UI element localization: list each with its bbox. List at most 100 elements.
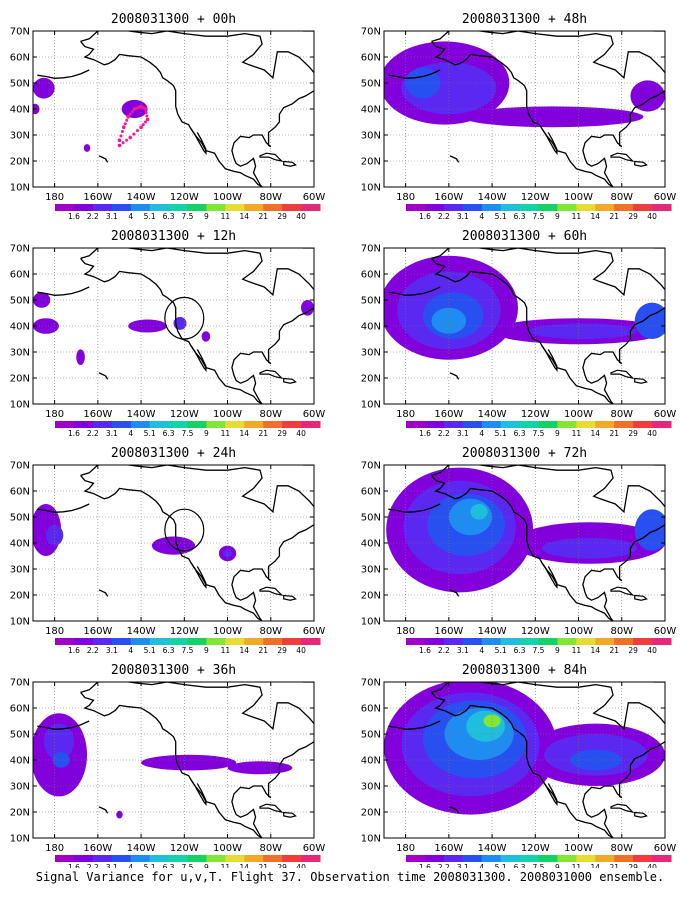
colorbar-label: 2.2 — [87, 429, 99, 438]
panel-title-4: 2008031300 + 48h — [462, 12, 587, 27]
colorbar-label: 6.3 — [163, 212, 175, 221]
coastline — [98, 589, 109, 597]
y-tick-label: 60N — [361, 53, 381, 64]
colorbar-label: 2.2 — [87, 646, 99, 655]
panel-7: 2008031300 + 84h 180 160W 140W 120W 100W 80W 60… — [361, 663, 677, 868]
colorbar-swatch — [55, 204, 75, 211]
colorbar-label: 9 — [555, 212, 560, 221]
colorbar-label: 2.2 — [438, 863, 450, 868]
x-tick-label: 80W — [610, 843, 633, 854]
coastline — [431, 465, 665, 514]
colorbar-swatch — [55, 855, 75, 862]
colorbar-swatch — [111, 638, 132, 645]
colorbar-swatch — [557, 638, 577, 645]
colorbar-label: 29 — [628, 429, 638, 438]
colorbar-swatch — [73, 204, 94, 211]
colorbar-swatch — [225, 204, 245, 211]
colorbar-label: 3.1 — [457, 212, 469, 221]
y-tick-label: 70N — [10, 27, 30, 38]
coastline — [259, 152, 284, 162]
x-tick-label: 120W — [170, 843, 199, 854]
colorbar-swatch — [111, 855, 132, 862]
colorbar-label: 3.1 — [457, 429, 469, 438]
x-tick-label: 180 — [45, 192, 64, 203]
colorbar-label: 11 — [221, 212, 231, 221]
colorbar-label: 29 — [628, 863, 638, 868]
colorbar-label: 1.6 — [419, 212, 431, 221]
signal-variance-figure: 2008031300 + 00h 180 160W 140W 120W 100W 80W 60… — [10, 12, 677, 868]
colorbar-swatch — [244, 421, 264, 428]
map-area-6 — [384, 465, 665, 621]
colorbar-label: 6.3 — [514, 429, 526, 438]
x-tick-label: 140W — [478, 409, 507, 420]
colorbar-label: 3.1 — [457, 863, 469, 868]
colorbar-swatch — [519, 421, 539, 428]
x-tick-label: 100W — [213, 192, 242, 203]
y-tick-label: 50N — [10, 296, 30, 307]
coastline — [431, 257, 614, 404]
y-tick-label: 10N — [361, 400, 381, 411]
y-tick-label: 60N — [10, 53, 30, 64]
x-tick-label: 60W — [654, 409, 677, 420]
coastline — [231, 524, 314, 621]
colorbar-swatch — [206, 204, 226, 211]
colorbar-swatch — [111, 204, 132, 211]
x-tick-label: 60W — [654, 626, 677, 637]
colorbar-swatch — [225, 638, 245, 645]
variance-contour — [301, 300, 314, 316]
map-area-7 — [384, 682, 665, 838]
colorbar-swatch — [614, 638, 634, 645]
colorbar-swatch — [206, 421, 226, 428]
colorbar-label: 40 — [647, 646, 657, 655]
flight-track-point — [144, 110, 148, 114]
y-tick-label: 20N — [10, 808, 30, 819]
colorbar-swatch — [92, 421, 113, 428]
colorbar-label: 3.1 — [457, 646, 469, 655]
colorbar-label: 29 — [277, 863, 287, 868]
coastline — [431, 691, 614, 838]
colorbar-swatch — [557, 421, 577, 428]
colorbar-1: 1.6 2.2 3.1 4 5.1 6.3 7.5 9 11 14 21 29 40 — [55, 421, 321, 438]
flight-track-point — [121, 141, 125, 145]
coastline — [98, 155, 109, 163]
panel-title-7: 2008031300 + 84h — [462, 663, 587, 678]
coastline — [259, 803, 284, 813]
map-area-2 — [33, 465, 314, 621]
coastline — [610, 369, 635, 379]
coastline — [259, 369, 284, 379]
flight-track-point — [119, 134, 123, 138]
coastline — [431, 31, 665, 80]
colorbar-swatch — [263, 204, 283, 211]
colorbar-label: 14 — [240, 863, 250, 868]
map-area-0 — [33, 31, 314, 187]
y-tick-label: 40N — [361, 756, 381, 767]
y-tick-label: 20N — [10, 591, 30, 602]
x-tick-label: 100W — [213, 843, 242, 854]
colorbar-swatch — [168, 638, 188, 645]
y-tick-label: 30N — [10, 565, 30, 576]
panel-1: 2008031300 + 12h 180 160W 140W 120W 100W 80W 60… — [10, 229, 326, 438]
x-tick-label: 180 — [45, 626, 64, 637]
panel-title-6: 2008031300 + 72h — [462, 446, 587, 461]
colorbar-label: 7.5 — [533, 212, 545, 221]
flight-track-point — [128, 112, 132, 116]
colorbar-label: 9 — [555, 863, 560, 868]
colorbar-label: 11 — [221, 863, 231, 868]
colorbar-swatch — [462, 638, 483, 645]
variance-contour — [470, 504, 488, 520]
colorbar-swatch — [519, 855, 539, 862]
y-tick-label: 70N — [361, 461, 381, 472]
coastline — [316, 735, 329, 742]
variance-contour — [466, 710, 506, 742]
colorbar-swatch — [55, 421, 75, 428]
y-tick-label: 30N — [10, 782, 30, 793]
x-tick-label: 140W — [478, 626, 507, 637]
x-tick-label: 80W — [610, 192, 633, 203]
colorbar-swatch — [111, 421, 132, 428]
colorbar-swatch — [500, 855, 521, 862]
colorbar-4: 1.6 2.2 3.1 4 5.1 6.3 7.5 9 11 14 21 29 40 — [406, 204, 672, 221]
colorbar-swatch — [614, 855, 634, 862]
x-tick-label: 180 — [396, 626, 415, 637]
colorbar-swatch — [187, 204, 207, 211]
variance-contour — [569, 749, 622, 771]
